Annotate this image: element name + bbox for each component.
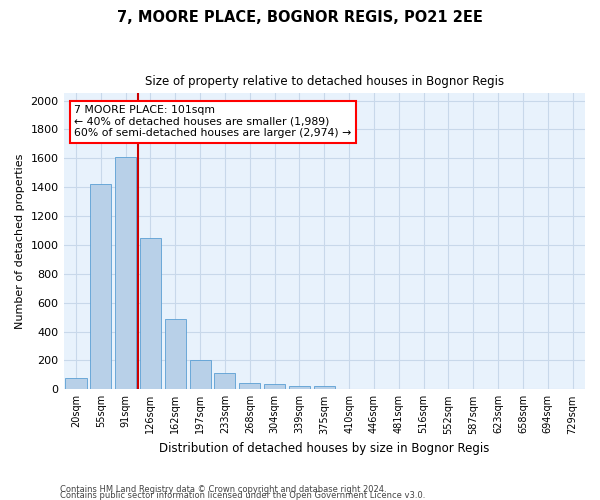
Title: Size of property relative to detached houses in Bognor Regis: Size of property relative to detached ho… [145, 75, 504, 88]
Bar [289, 386, 310, 390]
Bar [239, 383, 260, 390]
Bar [90, 184, 112, 390]
Bar [65, 378, 86, 390]
Bar [115, 157, 136, 390]
X-axis label: Distribution of detached houses by size in Bognor Regis: Distribution of detached houses by size … [159, 442, 490, 455]
Text: Contains public sector information licensed under the Open Government Licence v3: Contains public sector information licen… [60, 491, 425, 500]
Bar [264, 384, 285, 390]
Text: Contains HM Land Registry data © Crown copyright and database right 2024.: Contains HM Land Registry data © Crown c… [60, 485, 386, 494]
Bar [140, 238, 161, 390]
Y-axis label: Number of detached properties: Number of detached properties [15, 154, 25, 329]
Bar [190, 360, 211, 390]
Bar [214, 374, 235, 390]
Text: 7, MOORE PLACE, BOGNOR REGIS, PO21 2EE: 7, MOORE PLACE, BOGNOR REGIS, PO21 2EE [117, 10, 483, 25]
Bar [314, 386, 335, 390]
Text: 7 MOORE PLACE: 101sqm
← 40% of detached houses are smaller (1,989)
60% of semi-d: 7 MOORE PLACE: 101sqm ← 40% of detached … [74, 105, 351, 138]
Bar [165, 318, 186, 390]
